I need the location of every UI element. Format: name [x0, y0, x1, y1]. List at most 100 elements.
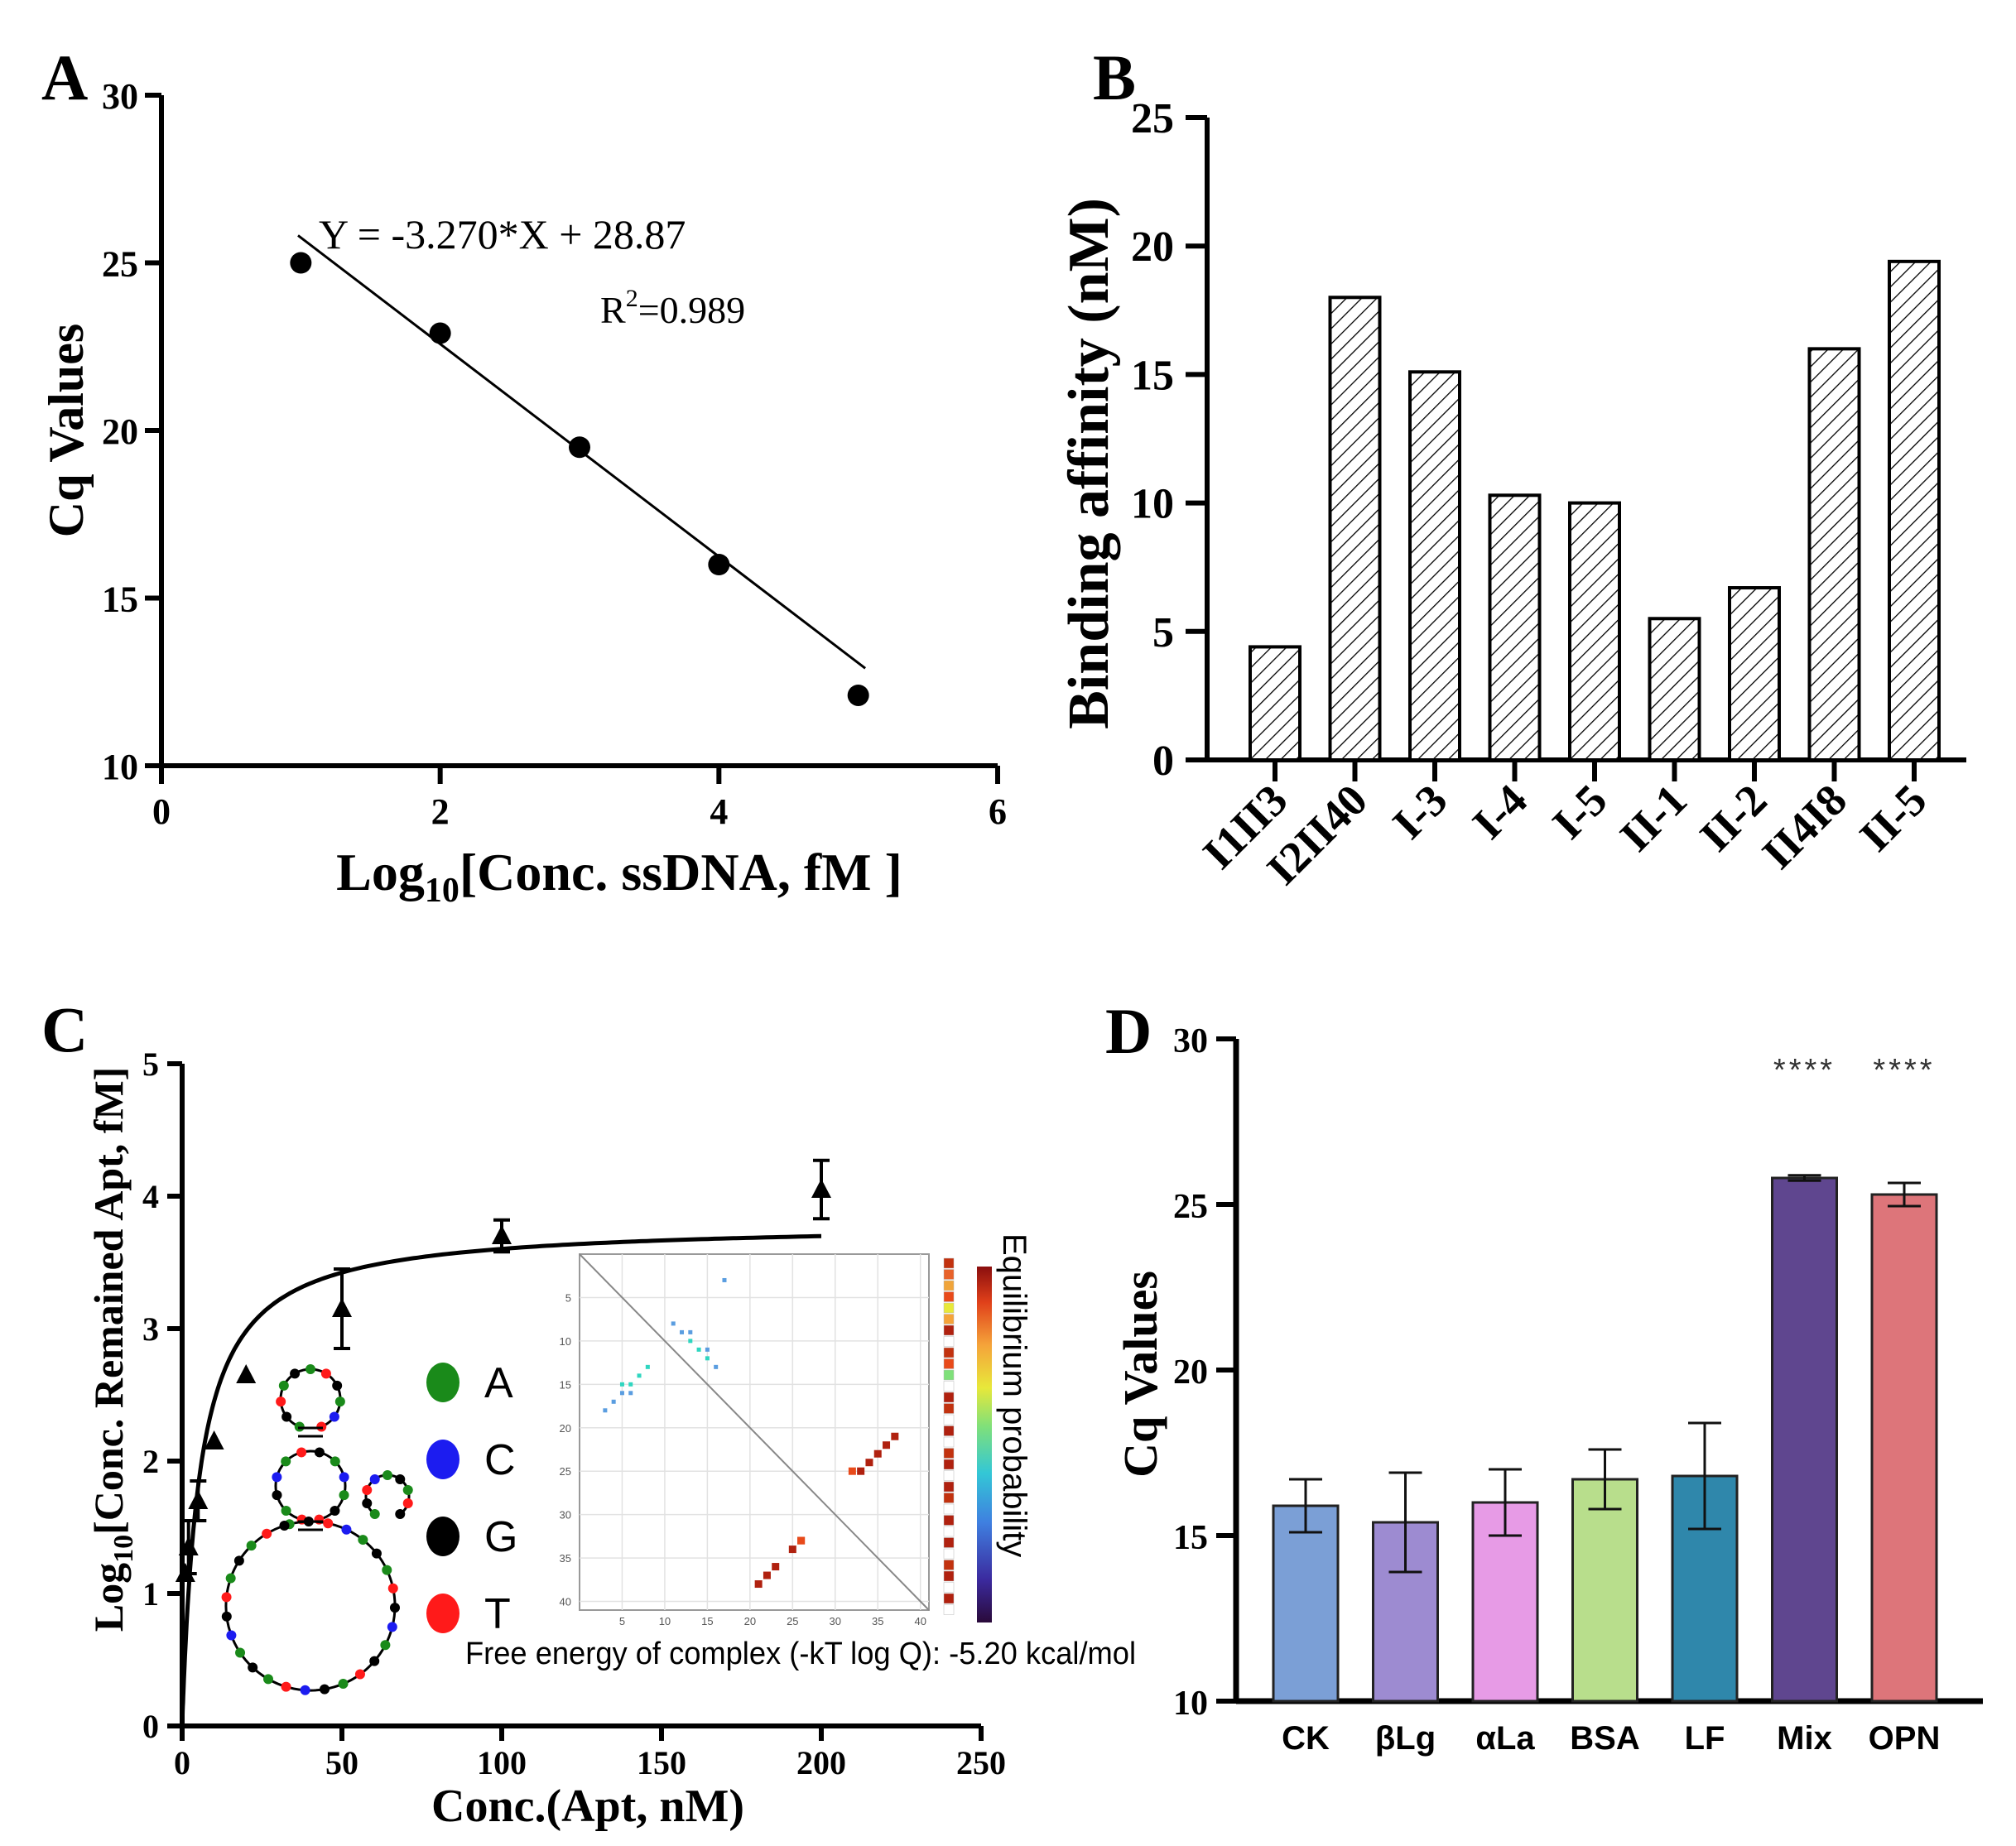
inset-x-tick-label: 5: [619, 1615, 625, 1627]
inset-dot: [857, 1467, 865, 1475]
internal-loop-nucleotide: [281, 1505, 291, 1516]
strip-cell: [943, 1515, 955, 1526]
free-energy-text: Free energy of complex (-kT log Q): -5.2…: [465, 1637, 1136, 1671]
chart-a: 10 15 20 25 30 0 2 4 6: [102, 76, 1007, 832]
y-tick-label: 0: [1152, 738, 1174, 785]
r-squared: R2=0.989: [600, 285, 745, 331]
multi-loop-nucleotide: [246, 1541, 257, 1551]
inset-dot: [763, 1571, 771, 1579]
colorbar-label: Equilibrium probability: [996, 1233, 1032, 1557]
hairpin-loop-nucleotide: [294, 1421, 305, 1432]
multi-loop-nucleotide: [248, 1662, 258, 1673]
x-axis-label: Conc.(Apt, nM): [431, 1781, 744, 1832]
inset-dot: [714, 1364, 719, 1369]
bar: [1488, 493, 1542, 762]
hairpin-loop-nucleotide: [290, 1368, 301, 1379]
inset-dot: [645, 1364, 650, 1369]
inset-x-tick-label: 40: [914, 1615, 926, 1627]
x-tick-label: 0: [152, 791, 171, 832]
inset-x-tick-label: 35: [872, 1615, 883, 1627]
y-tick-label: 3: [142, 1310, 159, 1348]
strip-cell: [943, 1302, 955, 1314]
multi-loop-nucleotide: [338, 1679, 349, 1690]
inset-dot: [722, 1277, 727, 1282]
multi-loop-nucleotide: [233, 1555, 244, 1566]
x-tick-label: II4I8: [1753, 775, 1856, 878]
data-point: [429, 322, 451, 344]
panel-a: A Y = -3.270*X + 28.87 R2=0.989 Cq Value…: [39, 41, 902, 910]
strip-cell: [943, 1269, 955, 1280]
side-loop-nucleotide: [369, 1473, 380, 1484]
side-loop-nucleotide: [402, 1498, 413, 1509]
inset-x-tick-label: 30: [830, 1615, 841, 1627]
strip-cell: [943, 1548, 955, 1560]
strip-cell: [943, 1448, 955, 1459]
strip-cell: [943, 1403, 955, 1414]
x-tick-label: II-1: [1610, 775, 1696, 861]
inset-dot: [619, 1391, 624, 1396]
side-loop-nucleotide: [369, 1509, 380, 1520]
strip-cell: [943, 1593, 955, 1604]
y-tick-label: 10: [102, 747, 138, 787]
x-tick-label: βLg: [1375, 1720, 1436, 1757]
inset-dot: [797, 1536, 806, 1545]
multi-loop-nucleotide: [221, 1592, 232, 1603]
inset-y-tick-label: 20: [560, 1422, 571, 1435]
y-axis-label: Cq Values: [1114, 1271, 1167, 1478]
inset-dot: [705, 1356, 710, 1361]
legend-swatch: [426, 1594, 459, 1633]
strip-cell: [943, 1481, 955, 1493]
data-point: [492, 1225, 512, 1244]
internal-loop-nucleotide: [330, 1505, 340, 1516]
inset-dot: [680, 1329, 685, 1334]
y-tick-label: 15: [102, 579, 138, 620]
multi-loop-nucleotide: [389, 1603, 400, 1613]
x-tick-label: 250: [956, 1744, 1006, 1781]
bar: [1328, 296, 1382, 762]
strip-cell: [943, 1358, 955, 1369]
x-tick-label: 4: [710, 791, 728, 832]
x-tick-label: 0: [174, 1744, 190, 1781]
strip-cell: [943, 1381, 955, 1392]
x-tick-label: 6: [989, 791, 1007, 832]
y-tick-label: 20: [1131, 224, 1174, 271]
inset-dot: [696, 1347, 701, 1352]
inset-dot: [848, 1467, 856, 1475]
panel-b: B Binding affinity (nM): [1057, 41, 1136, 729]
strip-cell: [943, 1347, 955, 1358]
y-tick-label: 20: [102, 411, 138, 452]
multi-loop-nucleotide: [226, 1630, 237, 1641]
strip-cell: [943, 1582, 955, 1593]
hairpin-loop-nucleotide: [316, 1421, 327, 1432]
multi-loop-nucleotide: [358, 1535, 368, 1546]
legend-swatch: [426, 1440, 459, 1479]
multi-loop-nucleotide: [225, 1573, 236, 1584]
strip-cell: [943, 1314, 955, 1324]
multi-loop-nucleotide: [279, 1520, 290, 1531]
hairpin-loop-nucleotide: [306, 1364, 315, 1374]
y-tick-label: 10: [1173, 1685, 1208, 1723]
multi-loop-nucleotide: [320, 1684, 330, 1695]
inset-dot: [772, 1563, 780, 1571]
x-tick-label: I-4: [1463, 775, 1537, 848]
strip-cell: [943, 1414, 955, 1425]
inset-y-tick-label: 10: [560, 1335, 571, 1348]
multi-loop-nucleotide: [263, 1674, 273, 1685]
y-tick-label: 20: [1173, 1353, 1208, 1392]
inset-dot: [688, 1329, 693, 1334]
strip-cell: [943, 1570, 955, 1582]
multi-loop-nucleotide: [382, 1565, 392, 1575]
inset-dot: [611, 1399, 616, 1404]
internal-loop-nucleotide: [314, 1447, 325, 1458]
multi-loop-nucleotide: [262, 1528, 272, 1539]
internal-loop-nucleotide: [330, 1456, 340, 1467]
side-loop-nucleotide: [362, 1484, 373, 1495]
strip-cell: [943, 1369, 955, 1381]
legend-swatch: [426, 1517, 459, 1556]
inset-y-tick-label: 35: [560, 1552, 571, 1565]
legend-label: A: [484, 1359, 513, 1407]
hairpin-loop-nucleotide: [276, 1397, 286, 1407]
chart-d: 10 15 20 25 30 CK βLg αLa BSA LF Mix **** OPN ****: [1173, 1022, 1983, 1757]
